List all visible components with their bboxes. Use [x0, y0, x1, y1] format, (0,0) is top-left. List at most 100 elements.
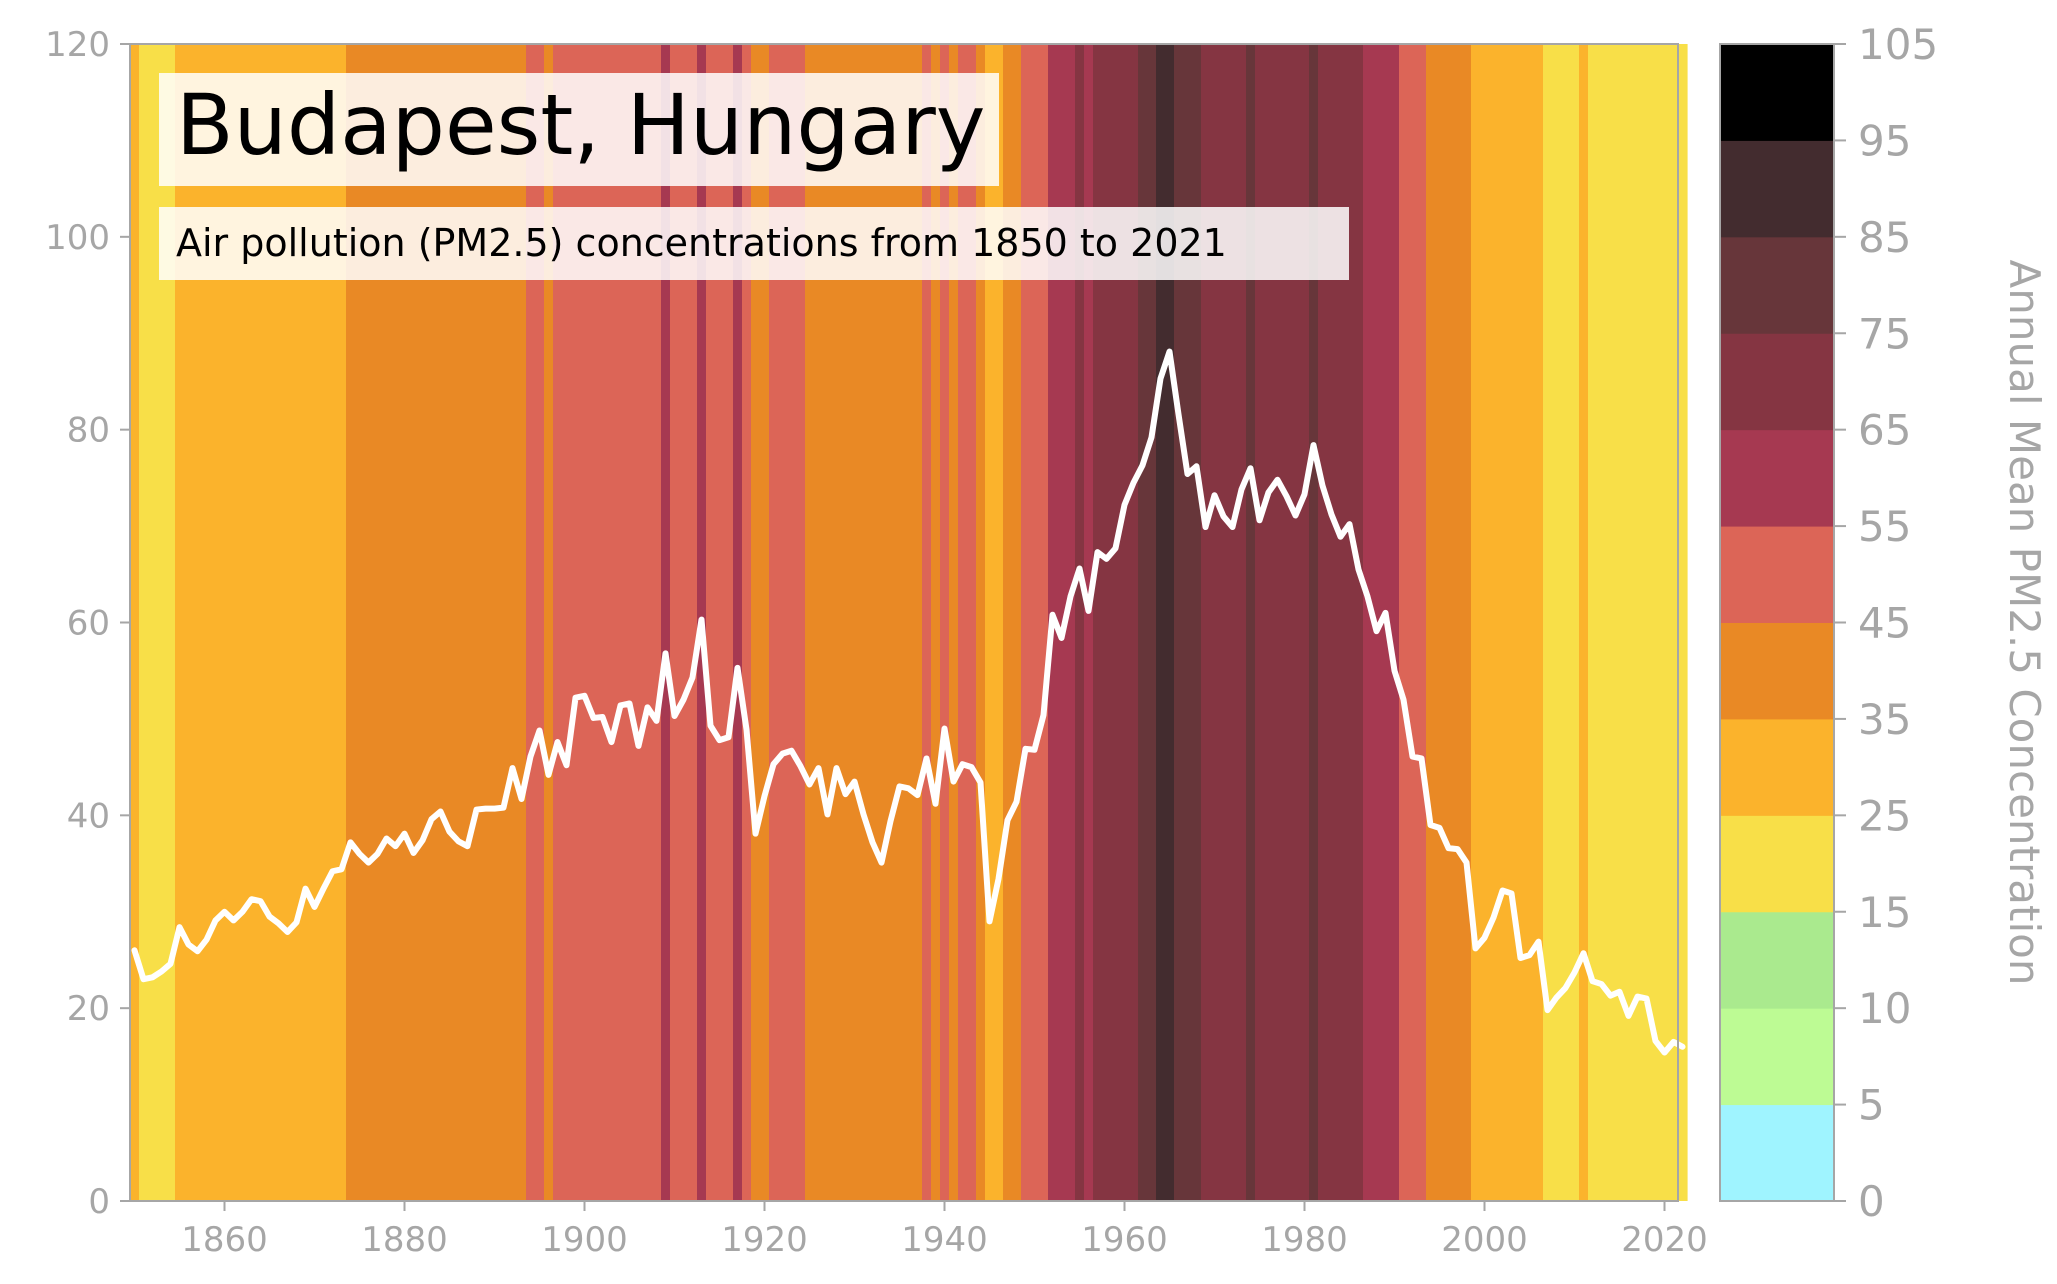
- year-stripe: [985, 44, 995, 1201]
- year-stripe: [1471, 44, 1481, 1201]
- year-stripe: [769, 44, 779, 1201]
- year-stripe: [1444, 44, 1454, 1201]
- year-stripe: [1570, 44, 1580, 1201]
- year-stripe: [256, 44, 266, 1201]
- year-stripe: [445, 44, 455, 1201]
- year-stripe: [904, 44, 914, 1201]
- colorbar-tick-label: 5: [1858, 1081, 1885, 1130]
- x-tick-label: 1960: [1081, 1220, 1168, 1260]
- year-stripe: [274, 44, 284, 1201]
- year-stripe: [724, 44, 734, 1201]
- year-stripe: [436, 44, 446, 1201]
- year-stripe: [382, 44, 392, 1201]
- year-stripe: [1390, 44, 1400, 1201]
- year-stripe: [805, 44, 815, 1201]
- pm25-series-line: [131, 348, 1686, 1056]
- year-stripe: [454, 44, 464, 1201]
- year-stripe: [157, 44, 167, 1201]
- year-stripe: [265, 44, 275, 1201]
- year-stripe: [1669, 44, 1679, 1201]
- year-stripe: [517, 44, 527, 1201]
- x-tick-label: 1860: [181, 1220, 268, 1260]
- year-stripe: [1120, 44, 1130, 1201]
- year-stripe: [1255, 44, 1265, 1201]
- colorbar-tick-label: 45: [1858, 599, 1911, 648]
- year-stripe: [319, 44, 329, 1201]
- year-stripe: [643, 44, 653, 1201]
- year-stripe: [931, 44, 941, 1201]
- year-stripe: [949, 44, 959, 1201]
- x-tick-label: 1940: [901, 1220, 988, 1260]
- year-stripe: [1318, 44, 1328, 1201]
- year-stripe: [1084, 44, 1094, 1201]
- year-stripe: [400, 44, 410, 1201]
- x-tick-label: 2020: [1621, 1220, 1708, 1260]
- title-background: [159, 73, 999, 186]
- year-stripe: [1111, 44, 1121, 1201]
- colorbar-tick-label: 0: [1858, 1177, 1885, 1226]
- year-stripe: [958, 44, 968, 1201]
- colorbar-segment: [1720, 526, 1834, 623]
- colorbar-segment: [1720, 236, 1834, 334]
- year-stripe: [328, 44, 338, 1201]
- y-tick-label: 40: [67, 796, 110, 836]
- year-stripe: [391, 44, 401, 1201]
- year-stripe: [1579, 44, 1589, 1201]
- year-stripe: [868, 44, 878, 1201]
- year-stripe: [688, 44, 698, 1201]
- colorbar-segment: [1720, 44, 1834, 141]
- year-stripe: [760, 44, 770, 1201]
- year-stripe: [1615, 44, 1625, 1201]
- year-stripe: [1399, 44, 1409, 1201]
- year-stripe: [1237, 44, 1247, 1201]
- year-stripe: [1525, 44, 1535, 1201]
- year-stripe: [166, 44, 176, 1201]
- year-stripe: [1138, 44, 1148, 1201]
- year-stripe: [679, 44, 689, 1201]
- colorbar-ticks: 0 5 10 15 25 35 45 55 65 75 85 95 105: [1834, 20, 1938, 1226]
- year-stripe: [886, 44, 896, 1201]
- year-stripe: [1597, 44, 1607, 1201]
- year-stripe: [625, 44, 635, 1201]
- year-stripe: [994, 44, 1004, 1201]
- year-stripe: [292, 44, 302, 1201]
- year-stripe: [472, 44, 482, 1201]
- year-stripe: [580, 44, 590, 1201]
- year-stripe: [301, 44, 311, 1201]
- year-stripe: [1453, 44, 1463, 1201]
- year-stripe: [1462, 44, 1472, 1201]
- year-stripe: [508, 44, 518, 1201]
- year-stripe: [1507, 44, 1517, 1201]
- year-stripe: [1264, 44, 1274, 1201]
- year-stripe: [706, 44, 716, 1201]
- y-tick-label: 20: [67, 989, 110, 1029]
- y-axis: 0 20 40 60 80 100 120: [45, 25, 130, 1222]
- colorbar-segment: [1720, 1008, 1834, 1106]
- year-stripe: [1039, 44, 1049, 1201]
- year-stripe: [1642, 44, 1652, 1201]
- year-stripe: [337, 44, 347, 1201]
- year-stripe: [607, 44, 617, 1201]
- colorbar-segment: [1720, 911, 1834, 1009]
- year-stripe: [751, 44, 761, 1201]
- y-tick-label: 60: [67, 604, 110, 644]
- year-stripe: [1624, 44, 1634, 1201]
- y-tick-label: 80: [67, 411, 110, 451]
- year-stripe: [1345, 44, 1355, 1201]
- y-tick-label: 100: [45, 218, 110, 258]
- colorbar-segment: [1720, 333, 1834, 431]
- year-stripe: [1480, 44, 1490, 1201]
- year-stripe: [220, 44, 230, 1201]
- x-tick-label: 1980: [1261, 1220, 1348, 1260]
- year-stripe: [1516, 44, 1526, 1201]
- year-stripe: [1660, 44, 1670, 1201]
- year-stripe: [1282, 44, 1292, 1201]
- year-stripe: [211, 44, 221, 1201]
- year-stripe: [1129, 44, 1139, 1201]
- year-stripe: [1588, 44, 1598, 1201]
- year-stripe: [1426, 44, 1436, 1201]
- stripes-layer: [130, 44, 1688, 1201]
- year-stripe: [355, 44, 365, 1201]
- colorbar: [1720, 44, 1834, 1202]
